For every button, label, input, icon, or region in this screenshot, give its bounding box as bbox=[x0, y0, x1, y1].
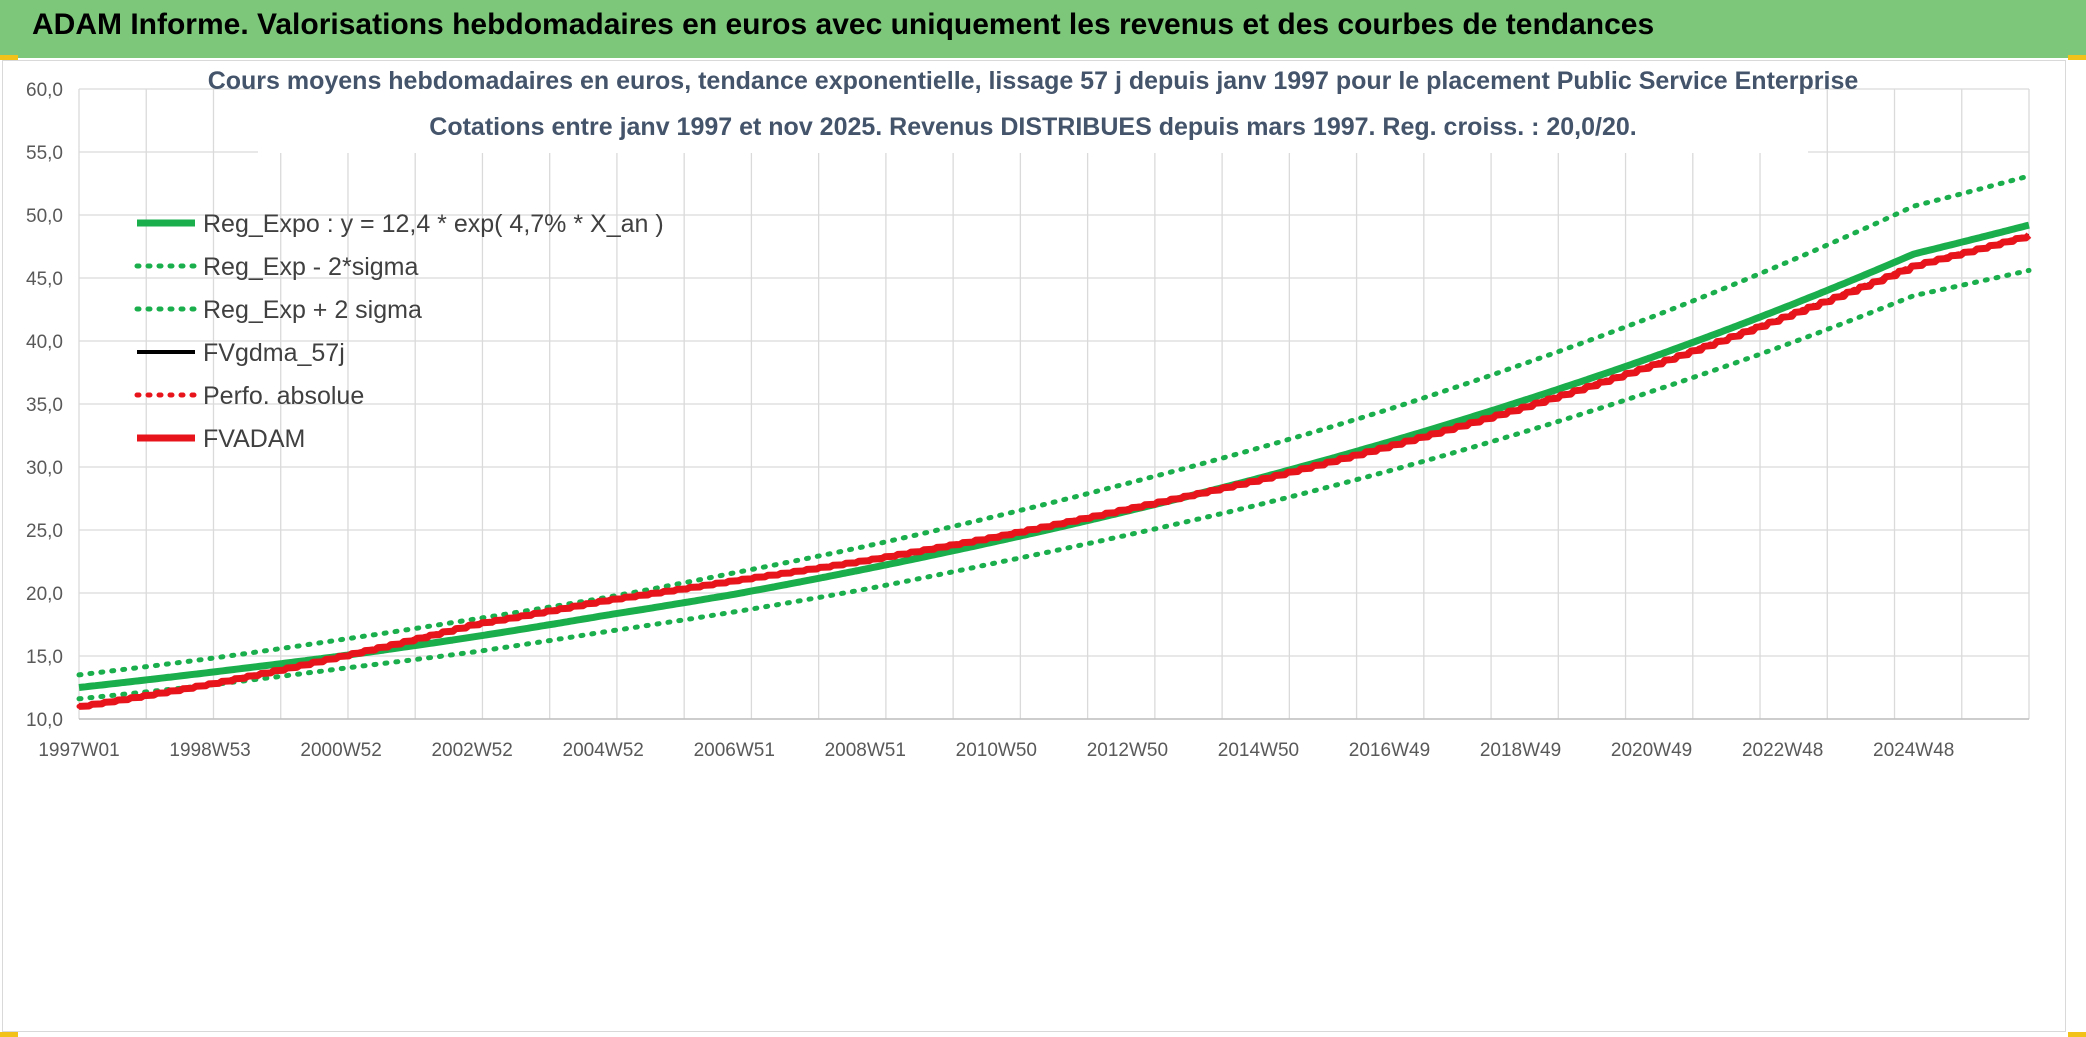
banner-title: ADAM Informe. Valorisations hebdomadaire… bbox=[32, 8, 1655, 41]
y-tick-label: 30,0 bbox=[26, 458, 63, 479]
chart-subtitle: Cotations entre janv 1997 et nov 2025. R… bbox=[429, 113, 1636, 141]
y-tick-label: 40,0 bbox=[26, 332, 63, 353]
x-tick-label: 2024W48 bbox=[1873, 740, 1954, 761]
yellow-corner-marker-right bbox=[2068, 55, 2086, 60]
chart-title: Cours moyens hebdomadaires en euros, ten… bbox=[208, 67, 1859, 95]
chart-series bbox=[76, 173, 2032, 710]
legend-entry-label: FVgdma_57j bbox=[203, 339, 345, 367]
x-tick-label: 2022W48 bbox=[1742, 740, 1823, 761]
x-tick-label: 2014W50 bbox=[1218, 740, 1299, 761]
legend-entry-label: Perfo. absolue bbox=[203, 382, 364, 410]
y-tick-label: 10,0 bbox=[26, 710, 63, 731]
y-tick-label: 20,0 bbox=[26, 584, 63, 605]
series-line-0 bbox=[78, 221, 2030, 691]
legend-entry-label: Reg_Expo : y = 12,4 * exp( 4,7% * X_an ) bbox=[203, 210, 664, 238]
chart-grid bbox=[78, 88, 2030, 720]
legend-entry-label: FVADAM bbox=[203, 425, 305, 453]
y-tick-label: 60,0 bbox=[26, 80, 63, 101]
y-axis-ticks: 10,0 15,0 20,0 25,0 30,0 35,0 40,0 45,0 50,0 55,0… bbox=[26, 80, 63, 731]
x-tick-label: 2006W51 bbox=[694, 740, 775, 761]
yellow-corner-marker-bottom-right bbox=[2068, 1032, 2086, 1037]
x-tick-label: 1997W01 bbox=[38, 740, 119, 761]
header-banner: ADAM Informe. Valorisations hebdomadaire… bbox=[0, 0, 2086, 58]
legend-entry-label: Reg_Exp + 2 sigma bbox=[203, 296, 422, 324]
series-line-5 bbox=[78, 232, 2032, 710]
x-axis-ticks: 1997W01 1998W53 2000W52 2002W52 2004W52 2006W… bbox=[38, 740, 1954, 761]
x-tick-label: 2012W50 bbox=[1087, 740, 1168, 761]
series-line-2 bbox=[76, 173, 2032, 678]
y-tick-label: 25,0 bbox=[26, 521, 63, 542]
x-tick-label: 2000W52 bbox=[300, 740, 381, 761]
y-tick-label: 45,0 bbox=[26, 269, 63, 290]
y-tick-label: 50,0 bbox=[26, 206, 63, 227]
y-tick-label: 35,0 bbox=[26, 395, 63, 416]
x-tick-label: 2002W52 bbox=[431, 740, 512, 761]
chart-legend: Reg_Expo : y = 12,4 * exp( 4,7% * X_an )… bbox=[134, 210, 664, 453]
x-tick-label: 2004W52 bbox=[563, 740, 644, 761]
x-tick-label: 1998W53 bbox=[169, 740, 250, 761]
x-tick-label: 2020W49 bbox=[1611, 740, 1692, 761]
x-tick-label: 2018W49 bbox=[1480, 740, 1561, 761]
chart-svg: Cours moyens hebdomadaires en euros, ten… bbox=[26, 63, 2032, 761]
y-tick-label: 55,0 bbox=[26, 143, 63, 164]
yellow-corner-marker-left bbox=[0, 55, 18, 60]
legend-entry-label: Reg_Exp - 2*sigma bbox=[203, 253, 418, 281]
y-tick-label: 15,0 bbox=[26, 647, 63, 668]
series-line-1 bbox=[76, 267, 2032, 702]
chart-title-background bbox=[258, 63, 1808, 153]
x-tick-label: 2008W51 bbox=[825, 740, 906, 761]
chart-area: Cours moyens hebdomadaires en euros, ten… bbox=[2, 60, 2066, 1032]
x-tick-label: 2010W50 bbox=[956, 740, 1037, 761]
x-tick-label: 2016W49 bbox=[1349, 740, 1430, 761]
yellow-corner-marker-bottom-left bbox=[0, 1032, 18, 1037]
